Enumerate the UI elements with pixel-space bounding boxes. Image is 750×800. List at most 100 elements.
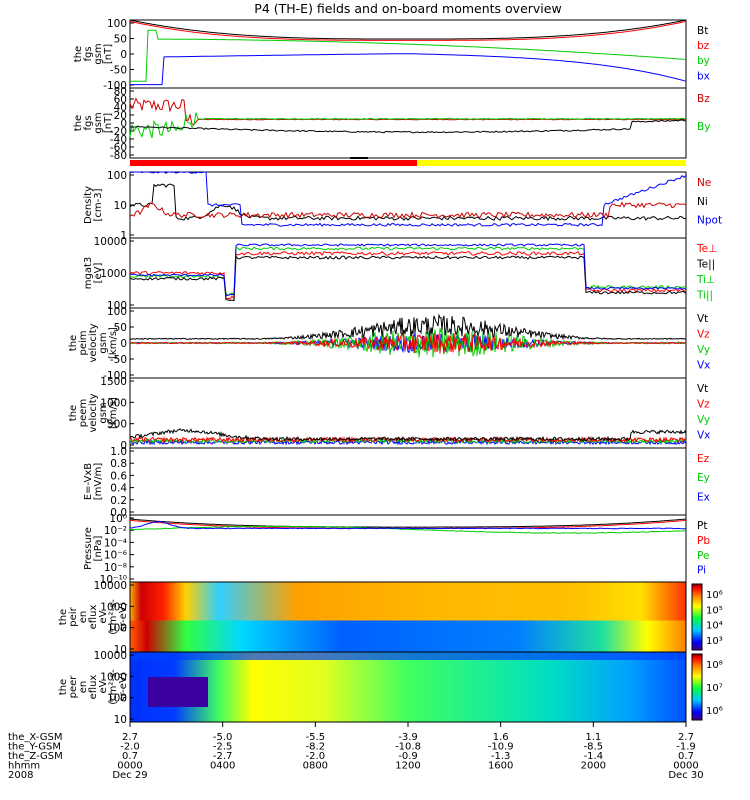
footer-value: -10.9 <box>488 742 514 753</box>
series-line <box>129 112 687 139</box>
y-tick-label: 0 <box>120 338 127 350</box>
y-tick-label: 0.4 <box>110 483 127 495</box>
footer-value: 1.6 <box>493 732 509 743</box>
y-axis-label: eflux <box>88 605 99 630</box>
series-line <box>130 53 687 86</box>
colorbar-peer-scale <box>691 653 703 721</box>
x-tick-label: 0800 <box>303 761 328 772</box>
y-tick-label: -20 <box>110 126 127 138</box>
series-line <box>130 29 687 82</box>
y-axis-label: mgat3 <box>83 257 94 290</box>
colorbar-peir: 10⁶ 10⁵ 10⁴ 10³ <box>691 583 723 651</box>
legend-entry: Ey <box>697 472 710 484</box>
y-axis-label: velocity <box>88 323 99 362</box>
footer-value: -0.9 <box>398 751 418 762</box>
y-axis-label: fgs <box>83 46 94 61</box>
footer-value: -5.0 <box>213 732 233 743</box>
y-tick-label: 100 <box>107 623 127 635</box>
y-tick-label: 1000 <box>100 397 127 409</box>
x-tick-label: 0400 <box>210 761 235 772</box>
y-tick-label: 60 <box>114 94 127 106</box>
y-axis-label: sr-eV) <box>118 602 129 631</box>
footer-value: -2.0 <box>306 751 326 762</box>
footer-value: -3.9 <box>398 732 418 743</box>
y-axis-label: [nT] <box>103 44 114 64</box>
y-tick-label: 10⁰ <box>109 513 127 525</box>
footer-row-label: 2008 <box>8 770 33 781</box>
date-end-label: Dec 30 <box>668 770 703 781</box>
y-axis-label: [nT] <box>103 113 114 133</box>
y-tick-label: 10000 <box>94 580 127 592</box>
legend-entry: Vx <box>697 360 710 372</box>
colorbar-peer: 10⁸ 10⁷ 10⁶ <box>691 653 723 721</box>
y-tick-label: -40 <box>110 134 127 146</box>
y-tick-label: 20 <box>114 110 127 122</box>
legend-entry: Vz <box>697 399 710 411</box>
y-tick-label: 1000 <box>100 268 127 280</box>
y-tick-label: 500 <box>107 419 127 431</box>
colorbar-tick-label: 10⁴ <box>706 621 723 632</box>
y-tick-label: 100 <box>107 18 127 30</box>
y-axis-label: Density <box>83 186 94 224</box>
spectrogram-peer <box>130 652 686 722</box>
footer-row-label: hhmm <box>8 761 40 772</box>
legend-entry: Npot <box>697 215 722 227</box>
y-tick-label: 100 <box>107 306 127 318</box>
footer-value: -2.5 <box>213 742 233 753</box>
spectrogram-peir-low <box>130 620 686 652</box>
x-tick-label: 0000 <box>117 761 142 772</box>
legend-entry: Ex <box>697 491 710 503</box>
colorbar-tick-label: 10³ <box>706 636 723 647</box>
panel-peim: 100 50 0 -50 -100 the peim velocity gsm [km/s] Vt V… <box>68 306 710 382</box>
colorbar-tick-label: 10⁸ <box>706 660 723 671</box>
legend-entry: by <box>697 55 710 67</box>
y-axis-label: [nPa] <box>93 535 104 561</box>
legend-entry: bz <box>697 40 710 52</box>
y-axis-label: the <box>68 335 79 351</box>
y-tick-label: 10⁻⁶ <box>104 550 127 562</box>
y-tick-label: 0 <box>120 49 127 61</box>
y-tick-label: 10 <box>114 200 127 212</box>
y-tick-label: -80 <box>110 150 127 162</box>
footer-value: 2.7 <box>122 732 138 743</box>
y-axis-label: gsm <box>98 402 109 423</box>
series-line <box>129 313 687 341</box>
y-tick-label: 10000 <box>94 650 127 662</box>
y-axis-label: (cm²-s- <box>108 669 119 705</box>
y-tick-label: 50 <box>114 34 127 46</box>
footer-value: -8.2 <box>306 742 326 753</box>
series-line <box>129 520 687 530</box>
y-tick-label: 0.2 <box>110 495 127 507</box>
footer-row-label: the_Z-GSM <box>8 751 63 762</box>
y-axis-label: [mV/m] <box>93 463 104 501</box>
y-axis-label: en <box>78 611 89 624</box>
y-tick-label: 50 <box>114 322 127 334</box>
legend-entry: Bt <box>697 25 708 37</box>
y-tick-label: -50 <box>110 65 127 77</box>
legend-entry: Pi <box>697 565 706 577</box>
y-tick-label: 80 <box>114 86 127 98</box>
legend-entry: Vy <box>697 414 710 426</box>
legend-entry: Vz <box>697 329 710 341</box>
footer-value: 0.7 <box>122 751 138 762</box>
y-tick-label: 10 <box>114 644 127 656</box>
y-tick-label: 0.6 <box>110 470 127 482</box>
y-tick-label: 100 <box>107 170 127 182</box>
series-line <box>129 19 687 40</box>
y-axis-label: velocity <box>88 393 99 432</box>
series-line <box>129 20 687 41</box>
legend-entry: Ti|| <box>696 290 713 302</box>
footer-row-label: the_Y-GSM <box>8 742 61 753</box>
spectrogram-peer-dark-patch <box>148 677 208 707</box>
series-line <box>129 250 687 301</box>
footer-value: -10.8 <box>395 742 421 753</box>
status-bar-yellow <box>417 160 686 166</box>
legend-entry: Vt <box>697 313 708 325</box>
footer-value: -8.5 <box>584 742 604 753</box>
y-tick-label: 10⁻² <box>104 525 127 537</box>
y-axis-label: the <box>58 609 69 625</box>
y-tick-label: 1000 <box>100 671 127 683</box>
panel-frame <box>129 87 687 159</box>
footer-value: -5.5 <box>306 732 326 743</box>
